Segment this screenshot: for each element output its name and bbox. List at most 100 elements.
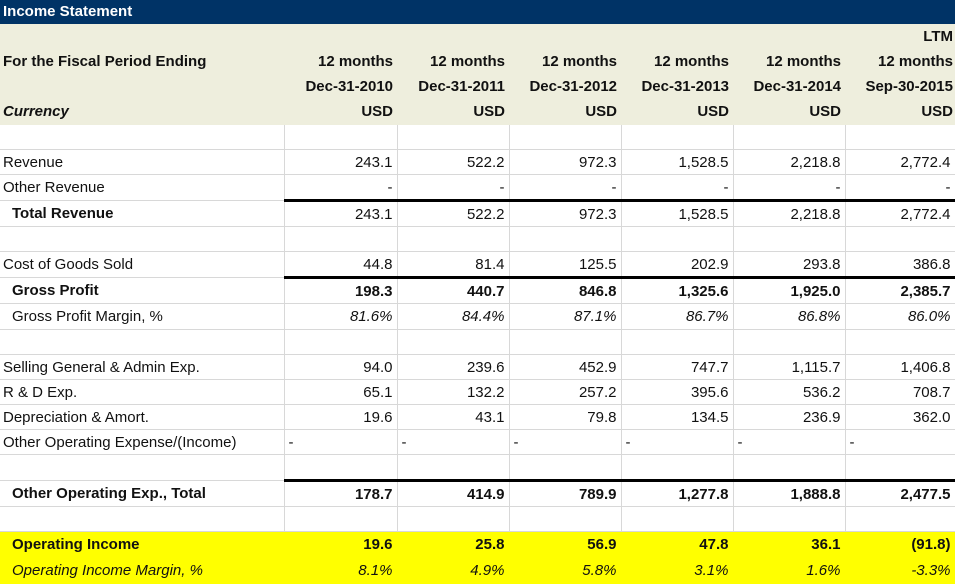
row-label[interactable]: Other Revenue xyxy=(0,174,285,201)
row-label[interactable] xyxy=(0,329,285,355)
row-label[interactable] xyxy=(0,125,285,150)
value-cell[interactable]: - xyxy=(845,174,955,201)
value-cell[interactable]: 94.0 xyxy=(284,354,398,380)
value-cell[interactable]: 395.6 xyxy=(621,379,734,405)
value-cell[interactable]: - xyxy=(733,174,846,201)
value-cell[interactable]: 1,325.6 xyxy=(621,276,734,304)
value-cell[interactable]: - xyxy=(397,429,510,455)
value-cell[interactable]: 178.7 xyxy=(284,479,398,507)
value-cell[interactable]: 293.8 xyxy=(733,251,846,278)
value-cell[interactable]: 846.8 xyxy=(509,276,622,304)
value-cell[interactable]: 86.0% xyxy=(845,303,955,330)
value-cell[interactable]: 414.9 xyxy=(397,479,510,507)
value-cell[interactable]: 81.4 xyxy=(397,251,510,278)
value-cell[interactable] xyxy=(509,125,622,150)
value-cell[interactable]: 4.9% xyxy=(397,557,510,584)
value-cell[interactable]: 239.6 xyxy=(397,354,510,380)
value-cell[interactable]: - xyxy=(733,429,846,455)
row-label[interactable]: Other Operating Exp., Total xyxy=(0,480,285,507)
value-cell[interactable]: 243.1 xyxy=(284,149,398,175)
value-cell[interactable]: 2,477.5 xyxy=(845,479,955,507)
row-label[interactable]: Selling General & Admin Exp. xyxy=(0,354,285,380)
value-cell[interactable]: 19.6 xyxy=(284,404,398,430)
value-cell[interactable]: (91.8) xyxy=(845,531,955,558)
value-cell[interactable]: 47.8 xyxy=(621,531,734,558)
value-cell[interactable]: 43.1 xyxy=(397,404,510,430)
value-cell[interactable]: 8.1% xyxy=(284,557,398,584)
value-cell[interactable]: 86.8% xyxy=(733,303,846,330)
value-cell[interactable]: 87.1% xyxy=(509,303,622,330)
value-cell[interactable]: - xyxy=(621,174,734,201)
value-cell[interactable]: 2,772.4 xyxy=(845,199,955,227)
value-cell[interactable] xyxy=(284,226,398,252)
value-cell[interactable]: 243.1 xyxy=(284,199,398,227)
row-label[interactable]: Operating Income xyxy=(0,531,285,558)
value-cell[interactable]: 440.7 xyxy=(397,276,510,304)
value-cell[interactable]: 1,888.8 xyxy=(733,479,846,507)
value-cell[interactable] xyxy=(284,125,398,150)
row-label[interactable]: Total Revenue xyxy=(0,200,285,227)
row-label[interactable]: Operating Income Margin, % xyxy=(0,557,285,584)
value-cell[interactable] xyxy=(509,454,622,481)
value-cell[interactable]: - xyxy=(509,429,622,455)
value-cell[interactable]: 86.7% xyxy=(621,303,734,330)
row-label[interactable]: Cost of Goods Sold xyxy=(0,251,285,278)
row-label[interactable]: Gross Profit Margin, % xyxy=(0,303,285,330)
value-cell[interactable]: 132.2 xyxy=(397,379,510,405)
value-cell[interactable]: 84.4% xyxy=(397,303,510,330)
value-cell[interactable]: 19.6 xyxy=(284,531,398,558)
value-cell[interactable]: 65.1 xyxy=(284,379,398,405)
value-cell[interactable]: 1,528.5 xyxy=(621,149,734,175)
value-cell[interactable]: 5.8% xyxy=(509,557,622,584)
value-cell[interactable]: 747.7 xyxy=(621,354,734,380)
value-cell[interactable]: 1,925.0 xyxy=(733,276,846,304)
value-cell[interactable] xyxy=(621,329,734,355)
value-cell[interactable]: 522.2 xyxy=(397,199,510,227)
value-cell[interactable] xyxy=(509,506,622,532)
value-cell[interactable]: 36.1 xyxy=(733,531,846,558)
value-cell[interactable] xyxy=(733,506,846,532)
value-cell[interactable]: 257.2 xyxy=(509,379,622,405)
value-cell[interactable]: 2,385.7 xyxy=(845,276,955,304)
value-cell[interactable] xyxy=(733,329,846,355)
value-cell[interactable] xyxy=(397,454,510,481)
value-cell[interactable]: 3.1% xyxy=(621,557,734,584)
value-cell[interactable]: 56.9 xyxy=(509,531,622,558)
value-cell[interactable] xyxy=(397,125,510,150)
value-cell[interactable]: 536.2 xyxy=(733,379,846,405)
value-cell[interactable]: -3.3% xyxy=(845,557,955,584)
value-cell[interactable]: 972.3 xyxy=(509,149,622,175)
value-cell[interactable] xyxy=(845,329,955,355)
value-cell[interactable]: - xyxy=(509,174,622,201)
value-cell[interactable]: 2,218.8 xyxy=(733,149,846,175)
value-cell[interactable]: 81.6% xyxy=(284,303,398,330)
value-cell[interactable]: - xyxy=(284,174,398,201)
value-cell[interactable]: 362.0 xyxy=(845,404,955,430)
row-label[interactable]: R & D Exp. xyxy=(0,379,285,405)
value-cell[interactable]: 1.6% xyxy=(733,557,846,584)
value-cell[interactable] xyxy=(284,454,398,481)
value-cell[interactable]: 972.3 xyxy=(509,199,622,227)
value-cell[interactable]: - xyxy=(845,429,955,455)
value-cell[interactable] xyxy=(397,506,510,532)
value-cell[interactable] xyxy=(509,329,622,355)
value-cell[interactable] xyxy=(845,506,955,532)
row-label[interactable]: Other Operating Expense/(Income) xyxy=(0,429,285,455)
row-label[interactable] xyxy=(0,506,285,532)
value-cell[interactable] xyxy=(621,125,734,150)
value-cell[interactable] xyxy=(509,226,622,252)
value-cell[interactable]: 2,218.8 xyxy=(733,199,846,227)
value-cell[interactable] xyxy=(845,226,955,252)
row-label[interactable] xyxy=(0,454,285,481)
value-cell[interactable]: 198.3 xyxy=(284,276,398,304)
row-label[interactable] xyxy=(0,226,285,252)
value-cell[interactable] xyxy=(284,329,398,355)
row-label[interactable]: Gross Profit xyxy=(0,277,285,304)
value-cell[interactable]: 1,528.5 xyxy=(621,199,734,227)
value-cell[interactable] xyxy=(733,226,846,252)
value-cell[interactable]: - xyxy=(621,429,734,455)
value-cell[interactable]: - xyxy=(284,429,398,455)
value-cell[interactable]: 386.8 xyxy=(845,251,955,278)
value-cell[interactable]: 1,115.7 xyxy=(733,354,846,380)
value-cell[interactable]: 79.8 xyxy=(509,404,622,430)
